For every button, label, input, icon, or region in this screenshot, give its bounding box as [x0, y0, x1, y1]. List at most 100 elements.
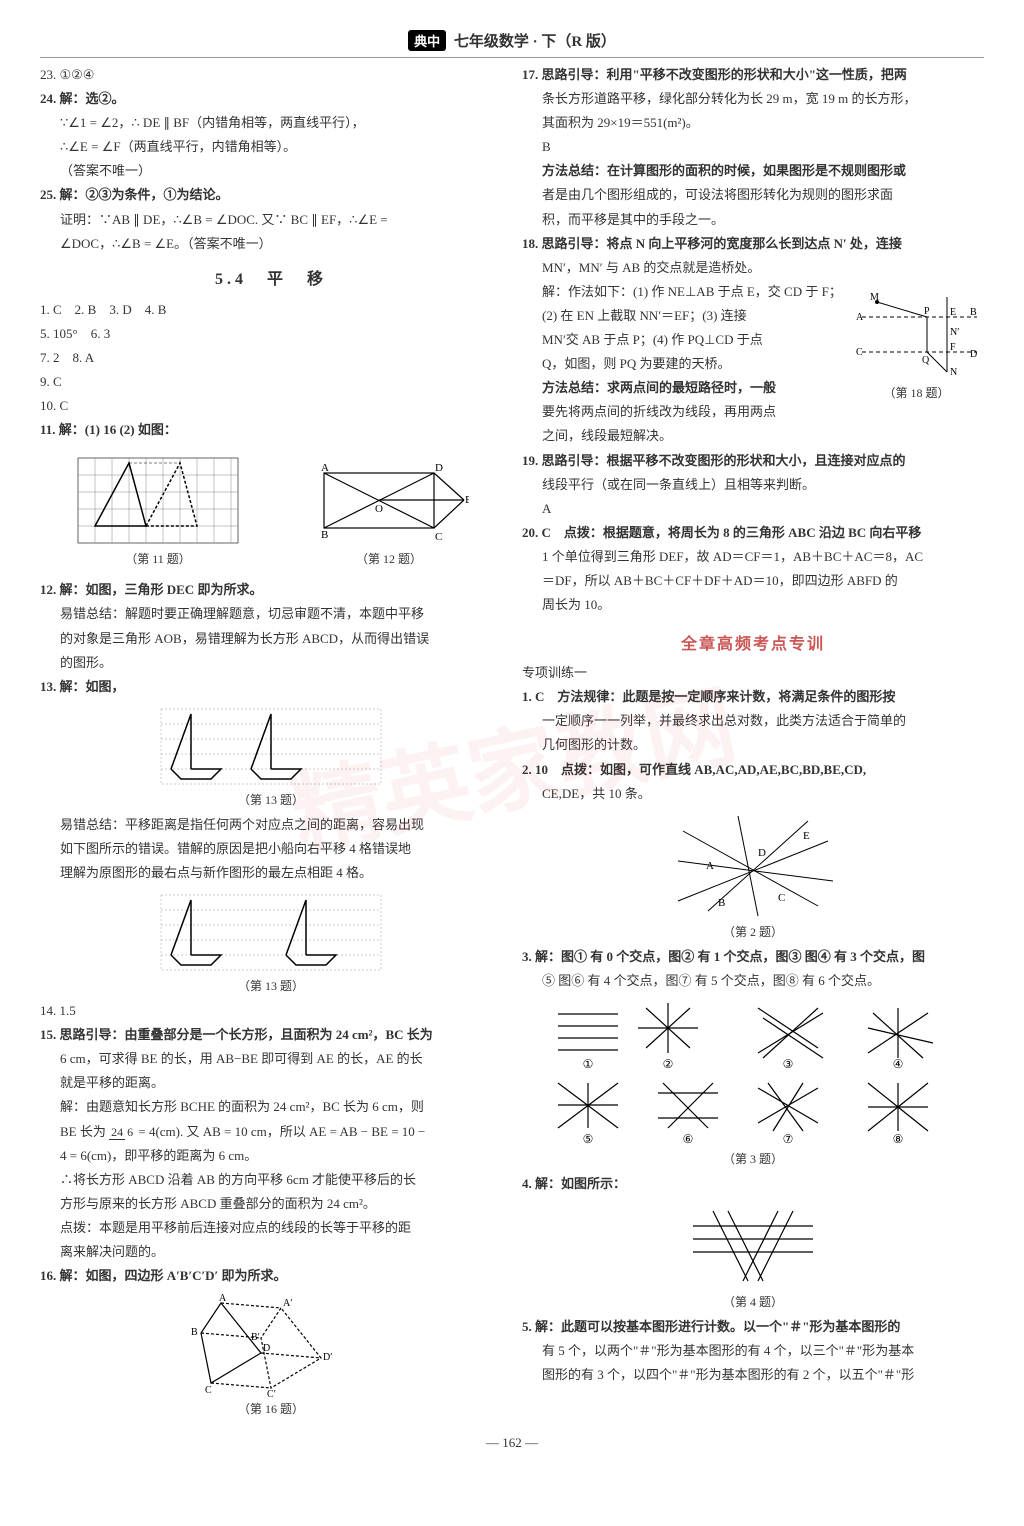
svg-text:B′: B′ — [251, 1332, 260, 1343]
q17-c: 其面积为 29×19＝551(m²)。 — [522, 112, 984, 134]
svg-text:B: B — [191, 1327, 198, 1338]
r2-b: CE,DE，共 10 条。 — [522, 783, 984, 805]
q17-b: 条长方形道路平移，绿化部分转化为长 29 m，宽 19 m 的长方形， — [522, 88, 984, 110]
r5-a: 5. 解：此题可以按基本图形进行计数。以一个"＃"形为基本图形的 — [522, 1316, 984, 1338]
fig-13a: （第 13 题） — [40, 704, 502, 808]
svg-text:N: N — [950, 367, 957, 378]
svg-text:E: E — [950, 307, 956, 318]
ans-10: 10. C — [40, 395, 502, 417]
q13-b: 易错总结：平移距离是指任何两个对应点之间的距离，容易出现 — [40, 814, 502, 836]
hash-fig-r4 — [683, 1201, 823, 1291]
svg-text:O: O — [375, 503, 383, 515]
r1-b: 一定顺序一一列举，并最终求出总对数，此类方法适合于简单的 — [522, 710, 984, 732]
r5-b: 有 5 个，以两个"＃"形为基本图形的有 4 个，以三个"＃"形为基本 — [522, 1340, 984, 1362]
q15-f: 4 = 6(cm)，即平移的距离为 6 cm。 — [40, 1145, 502, 1167]
ans-5-6: 5. 105° 6. 3 — [40, 323, 502, 345]
fig-11: （第 11 题） — [73, 453, 243, 567]
r1-a: 1. C 方法规律：此题是按一定顺序来计数，将满足条件的图形按 — [522, 686, 984, 708]
lines-fig-r2: A B C D E — [668, 811, 838, 921]
q12-b: 易错总结：解题时要正确理解题意，切忌审题不清，本题中平移 — [40, 603, 502, 625]
section-5-4-title: 5.4 平 移 — [40, 265, 502, 289]
boat-fig-13b — [156, 890, 386, 975]
chapter-training-title: 全章高频考点专训 — [522, 630, 984, 654]
ans-1-4: 1. C 2. B 3. D 4. B — [40, 299, 502, 321]
q18-c: 解：作法如下：(1) 作 NE⊥AB 于点 E，交 CD 于 F； — [522, 281, 843, 303]
q18-f: Q，如图，则 PQ 为要建的天桥。 — [522, 353, 843, 375]
svg-text:④: ④ — [893, 1057, 904, 1071]
q17-f: 者是由几个图形组成的，可设法将图形转化为规则的图形求面 — [522, 184, 984, 206]
fig-16: AB CD A′B′ C′D′ （第 16 题） — [40, 1293, 502, 1417]
q17-d: B — [522, 136, 984, 158]
q15-e-pre: BE 长为 — [60, 1124, 109, 1139]
q16-head: 16. 解：如图，四边形 A′B′C′D′ 即为所求。 — [40, 1265, 502, 1287]
q19-b: 线段平行（或在同一条直线上）且相等来判断。 — [522, 474, 984, 496]
q12-head: 12. 解：如图，三角形 DEC 即为所求。 — [40, 579, 502, 601]
cap-13a: （第 13 题） — [40, 791, 502, 808]
q12-c: 的对象是三角形 AOB，易错理解为长方形 ABCD，从而得出错误 — [40, 628, 502, 650]
cap-r2: （第 2 题） — [522, 923, 984, 940]
r1-c: 几何图形的计数。 — [522, 734, 984, 756]
q24-l2: ∴∠E = ∠F（两直线平行，内错角相等）。 — [40, 136, 502, 158]
svg-text:D′: D′ — [323, 1352, 332, 1363]
svg-text:D: D — [970, 349, 977, 360]
q24-l1: ∵∠1 = ∠2，∴ DE ∥ BF（内错角相等，两直线平行）， — [40, 112, 502, 134]
svg-text:D: D — [758, 847, 766, 859]
q24-head: 24. 解：选②。 — [40, 88, 502, 110]
cap-18: （第 18 题） — [849, 384, 984, 401]
svg-text:C: C — [435, 531, 442, 543]
r2-a: 2. 10 点拨：如图，可作直线 AB,AC,AD,AE,BC,BD,BE,CD… — [522, 759, 984, 781]
rect-fig-12: A D B C E O — [309, 458, 469, 548]
fig-13b: （第 13 题） — [40, 890, 502, 994]
q18-b: MN′，MN′ 与 AB 的交点就是造桥处。 — [522, 257, 984, 279]
r4-a: 4. 解：如图所示： — [522, 1173, 984, 1195]
svg-text:C: C — [778, 892, 785, 904]
q15-e-post: = 4(cm). 又 AB = 10 cm，所以 AE = AB − BE = … — [138, 1124, 425, 1139]
q13-head: 13. 解：如图， — [40, 676, 502, 698]
q18-a: 18. 思路引导：将点 N 向上平移河的宽度那么长到达点 N′ 处，连接 — [522, 233, 984, 255]
svg-text:D: D — [263, 1343, 270, 1354]
fig-r3: ①② ③④ ⑤⑥ ⑦⑧ （第 3 题） — [522, 998, 984, 1167]
svg-text:D: D — [435, 462, 443, 474]
q18-g: 方法总结：求两点间的最短路径时，一般 — [522, 377, 843, 399]
svg-text:⑥: ⑥ — [683, 1132, 694, 1146]
fig-r2: A B C D E （第 2 题） — [522, 811, 984, 940]
q18-e: MN′交 AB 于点 P；(4) 作 PQ⊥CD 于点 — [522, 329, 843, 351]
cap-r4: （第 4 题） — [522, 1293, 984, 1310]
q25-l2: ∠DOC，∴∠B = ∠E。（答案不唯一） — [40, 233, 502, 255]
q25-head: 25. 解：②③为条件，①为结论。 — [40, 184, 502, 206]
q20-a: 20. C 点拨：根据题意，将周长为 8 的三角形 ABC 沿边 BC 向右平移 — [522, 522, 984, 544]
svg-text:B: B — [718, 897, 725, 909]
q17-g: 积，而平移是其中的手段之一。 — [522, 209, 984, 231]
page-number-value: 162 — [502, 1435, 522, 1450]
fig-r4: （第 4 题） — [522, 1201, 984, 1310]
svg-text:⑦: ⑦ — [783, 1132, 794, 1146]
q17-a: 17. 思路引导：利用"平移不改变图形的形状和大小"这一性质，把两 — [522, 64, 984, 86]
svg-text:E: E — [465, 494, 469, 506]
page-number: — 162 — — [40, 1435, 984, 1451]
svg-text:E: E — [803, 830, 810, 842]
q15-j: 离来解决问题的。 — [40, 1241, 502, 1263]
bridge-fig-18: M AB CD EP N′F QN — [852, 287, 982, 382]
svg-text:A: A — [706, 860, 714, 872]
q15-c: 就是平移的距离。 — [40, 1072, 502, 1094]
cap-12: （第 12 题） — [309, 550, 469, 567]
svg-text:C: C — [205, 1385, 212, 1396]
svg-text:F: F — [950, 342, 956, 353]
q12-d: 的图形。 — [40, 652, 502, 674]
svg-text:A: A — [321, 462, 329, 474]
q23: 23. ①②④ — [40, 64, 502, 86]
svg-text:A: A — [219, 1293, 227, 1304]
q13-c: 如下图所示的错误。错解的原因是把小船向右平移 4 格错误地 — [40, 838, 502, 860]
q20-c: ＝DF，所以 AB＋BC＋CF＋DF＋AD＝10，即四边形 ABFD 的 — [522, 570, 984, 592]
cap-16: （第 16 题） — [40, 1400, 502, 1417]
svg-text:A′: A′ — [283, 1298, 292, 1309]
boat-fig-13a — [156, 704, 386, 789]
svg-text:N′: N′ — [950, 327, 959, 338]
svg-text:①: ① — [583, 1057, 594, 1071]
q15-d: 解：由题意知长方形 BCHE 的面积为 24 cm²，BC 长为 6 cm，则 — [40, 1096, 502, 1118]
r3-b: ⑤ 图⑥ 有 4 个交点，图⑦ 有 5 个交点，图⑧ 有 6 个交点。 — [522, 970, 984, 992]
svg-text:B: B — [321, 529, 328, 541]
q18-d: (2) 在 EN 上截取 NN′＝EF；(3) 连接 — [522, 305, 843, 327]
q19-c: A — [522, 498, 984, 520]
fraction-24-6: 246 — [109, 1122, 135, 1142]
